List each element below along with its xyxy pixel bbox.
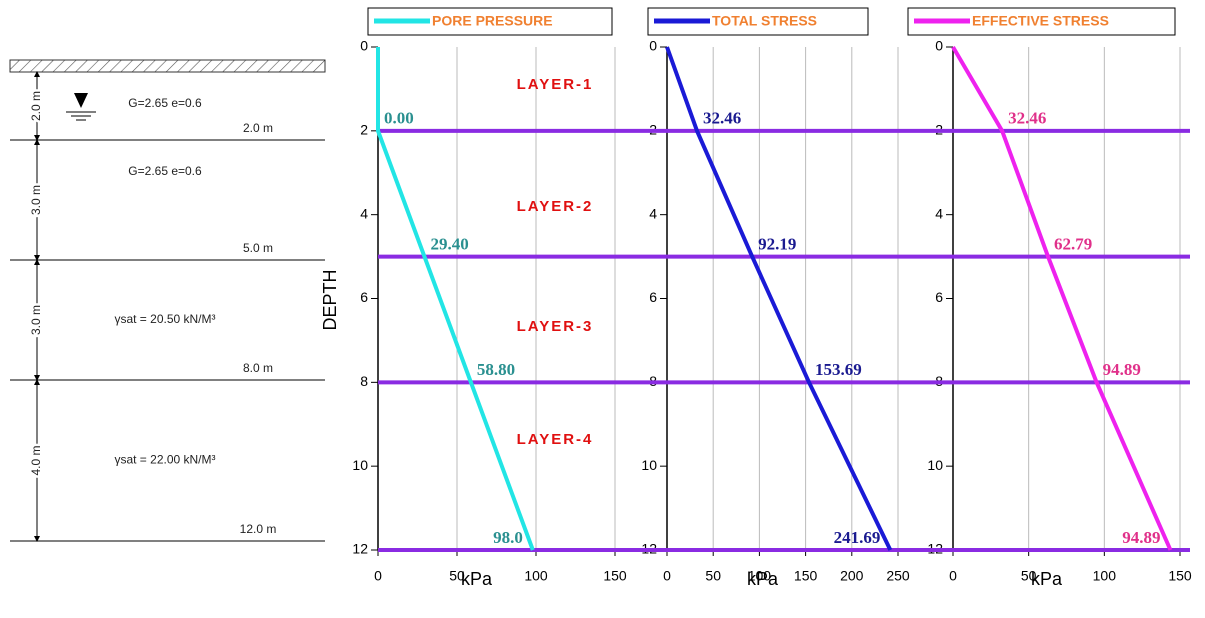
data-label: 92.19 xyxy=(758,234,796,253)
data-line xyxy=(665,46,893,551)
data-label: 0.00 xyxy=(384,109,414,128)
data-label: 94.89 xyxy=(1122,528,1160,547)
layer-property: γsat = 22.00 kN/M³ xyxy=(114,453,215,467)
y-tick-label: 12 xyxy=(352,541,368,557)
x-tick-label: 100 xyxy=(1093,568,1117,584)
x-axis-title: kPa xyxy=(1031,569,1063,589)
layer-thickness: 2.0 m xyxy=(29,91,43,121)
x-tick-label: 50 xyxy=(705,568,721,584)
data-label: 62.79 xyxy=(1054,234,1092,253)
layer-bottom-depth: 12.0 m xyxy=(240,522,277,536)
y-tick-label: 10 xyxy=(641,457,657,473)
layer-thickness: 4.0 m xyxy=(29,445,43,475)
x-tick-label: 150 xyxy=(1168,568,1192,584)
y-tick-label: 6 xyxy=(649,289,657,305)
data-line xyxy=(951,45,1173,551)
legend-label: TOTAL STRESS xyxy=(712,13,817,29)
data-line xyxy=(376,47,535,551)
legend-label: PORE PRESSURE xyxy=(432,13,553,29)
x-tick-label: 50 xyxy=(1021,568,1037,584)
ground-surface xyxy=(9,59,326,73)
x-tick-label: 100 xyxy=(524,568,548,584)
y-tick-label: 10 xyxy=(927,457,943,473)
layer-label: LAYER-4 xyxy=(517,431,594,448)
x-tick-label: 50 xyxy=(449,568,465,584)
y-tick-label: 8 xyxy=(360,373,368,389)
layer-bottom-depth: 5.0 m xyxy=(243,241,273,255)
x-tick-label: 0 xyxy=(663,568,671,584)
x-tick-label: 150 xyxy=(794,568,818,584)
layer-thickness: 3.0 m xyxy=(29,185,43,215)
data-label: 153.69 xyxy=(815,360,862,379)
y-tick-label: 2 xyxy=(360,122,368,138)
x-tick-label: 150 xyxy=(603,568,627,584)
y-tick-label: 10 xyxy=(352,457,368,473)
layer-label: LAYER-3 xyxy=(517,318,594,335)
data-label: 32.46 xyxy=(1008,109,1046,128)
data-label: 98.0 xyxy=(493,528,523,547)
layer-label: LAYER-2 xyxy=(517,198,594,215)
data-label: 94.89 xyxy=(1103,360,1141,379)
y-tick-label: 4 xyxy=(935,205,943,221)
data-label: 241.69 xyxy=(834,528,881,547)
layer-property: G=2.65 e=0.6 xyxy=(128,164,202,178)
x-tick-label: 200 xyxy=(840,568,864,584)
data-label: 58.80 xyxy=(477,360,515,379)
y-tick-label: 4 xyxy=(649,205,657,221)
x-tick-label: 0 xyxy=(374,568,382,584)
water-table xyxy=(74,93,88,108)
y-tick-label: 6 xyxy=(935,289,943,305)
data-label: 32.46 xyxy=(703,109,741,128)
x-axis-title: kPa xyxy=(747,569,779,589)
layer-bottom-depth: 2.0 m xyxy=(243,121,273,135)
x-tick-label: 0 xyxy=(949,568,957,584)
x-axis-title: kPa xyxy=(461,569,493,589)
layer-label: LAYER-1 xyxy=(517,76,594,93)
layer-property: G=2.65 e=0.6 xyxy=(128,96,202,110)
y-axis-title: DEPTH xyxy=(320,269,340,330)
y-tick-label: 0 xyxy=(360,38,368,54)
y-tick-label: 6 xyxy=(360,289,368,305)
layer-thickness: 3.0 m xyxy=(29,305,43,335)
data-label: 29.40 xyxy=(430,234,468,253)
y-tick-label: 0 xyxy=(649,38,657,54)
y-tick-label: 0 xyxy=(935,38,943,54)
x-tick-label: 250 xyxy=(886,568,910,584)
y-tick-label: 4 xyxy=(360,205,368,221)
layer-property: γsat = 20.50 kN/M³ xyxy=(114,312,215,326)
legend-label: EFFECTIVE STRESS xyxy=(972,13,1109,29)
x-tick-label: 100 xyxy=(748,568,772,584)
layer-bottom-depth: 8.0 m xyxy=(243,361,273,375)
